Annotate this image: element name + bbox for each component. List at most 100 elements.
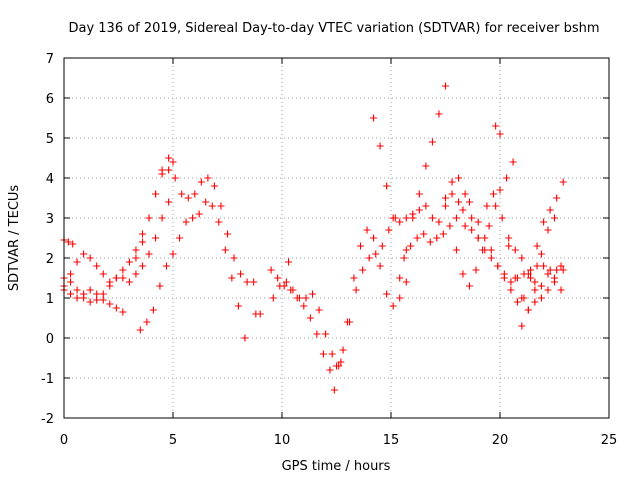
data-point [178, 190, 186, 198]
data-point [389, 302, 397, 310]
data-point [158, 214, 166, 222]
plot-frame [63, 57, 610, 419]
data-point [145, 250, 153, 258]
data-point [322, 330, 330, 338]
data-point [540, 262, 548, 270]
series-track-2 [60, 198, 173, 306]
data-point [378, 242, 386, 250]
data-point [496, 186, 504, 194]
data-point [119, 274, 127, 282]
series-track-8 [267, 214, 399, 374]
data-point [496, 130, 504, 138]
data-point [138, 262, 146, 270]
data-point [143, 318, 151, 326]
data-point [313, 330, 321, 338]
axis-tick-labels: 0 5 10 15 20 25 -2 -1 0 1 2 3 4 5 6 7 [41, 52, 617, 448]
data-point [119, 266, 127, 274]
y-tick-label: 6 [46, 92, 54, 107]
data-point [435, 110, 443, 118]
data-point [93, 296, 101, 304]
data-point [557, 286, 565, 294]
data-point [169, 250, 177, 258]
series-track-20 [505, 234, 565, 302]
data-point [145, 214, 153, 222]
data-point [138, 230, 146, 238]
data-point [531, 298, 539, 306]
data-point [465, 282, 473, 290]
data-point [215, 218, 223, 226]
data-point [507, 278, 515, 286]
data-point [335, 362, 343, 370]
series-track-17 [474, 178, 567, 306]
data-point [442, 202, 449, 210]
data-point [80, 250, 88, 258]
y-tick-label: 4 [46, 172, 54, 187]
chart-title: Day 136 of 2019, Sidereal Day-to-day VTE… [68, 21, 599, 36]
series-track-7 [252, 310, 264, 318]
data-point [428, 214, 436, 222]
data-point [156, 282, 164, 290]
data-point [352, 286, 360, 294]
y-tick-label: -2 [41, 412, 54, 427]
data-point [553, 266, 561, 274]
data-point [376, 142, 384, 150]
data-point [158, 166, 166, 174]
y-tick-label: 5 [46, 132, 54, 147]
data-point [356, 242, 364, 250]
data-point [544, 286, 552, 294]
data-point [487, 254, 495, 262]
data-point [343, 318, 351, 326]
data-point [106, 300, 114, 308]
data-point [152, 190, 160, 198]
data-point [315, 306, 323, 314]
data-point [162, 262, 170, 270]
data-point [422, 202, 430, 210]
data-point [256, 310, 264, 318]
data-point [442, 82, 449, 90]
data-point [472, 266, 480, 274]
series-track-1 [60, 166, 258, 294]
data-point [224, 230, 231, 238]
data-point [461, 190, 469, 198]
data-point [276, 282, 284, 290]
data-point [551, 214, 558, 222]
data-point [221, 246, 229, 254]
data-point [125, 278, 133, 286]
data-point [64, 238, 72, 246]
y-tick-label: 3 [46, 212, 54, 227]
series-track-3 [60, 282, 127, 316]
data-point [73, 258, 81, 266]
data-point [546, 266, 554, 274]
data-point [309, 290, 317, 298]
data-point [376, 262, 384, 270]
data-point [67, 270, 75, 278]
data-point [250, 278, 258, 286]
y-tick-label: 0 [46, 332, 54, 347]
data-point [544, 270, 552, 278]
series-track-14 [400, 198, 473, 262]
data-point [540, 218, 548, 226]
series-track-13 [396, 82, 449, 282]
data-point [533, 262, 541, 270]
x-tick-label: 15 [383, 433, 400, 448]
data-point [241, 334, 249, 342]
data-point [282, 278, 290, 286]
data-point [537, 282, 545, 290]
data-point [505, 234, 513, 242]
data-point [557, 262, 565, 270]
data-point [67, 278, 75, 286]
data-point [537, 294, 545, 302]
data-point [507, 286, 515, 294]
data-point [67, 290, 75, 298]
data-point [396, 218, 404, 226]
data-point [537, 250, 545, 258]
data-point [363, 226, 371, 234]
data-point [326, 366, 334, 374]
data-point [152, 234, 160, 242]
data-point [182, 218, 190, 226]
data-point [306, 314, 314, 322]
data-point [372, 250, 380, 258]
x-tick-label: 5 [169, 433, 177, 448]
series-track-18 [492, 122, 504, 138]
